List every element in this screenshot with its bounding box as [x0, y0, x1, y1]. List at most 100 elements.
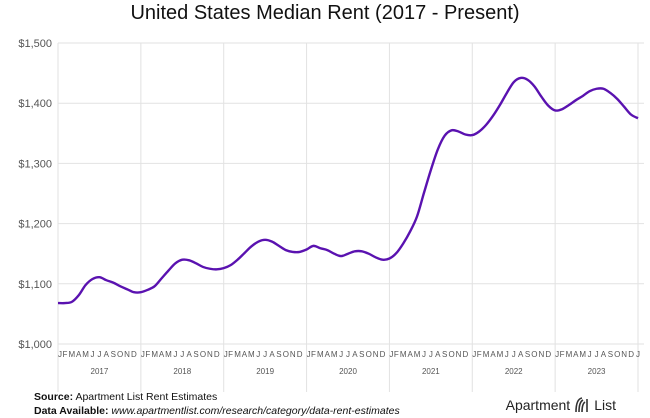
month-tick-label: N [124, 350, 130, 359]
rent-line [57, 76, 639, 305]
month-tick-label: D [380, 350, 386, 359]
y-tick-label: $1,300 [18, 158, 52, 170]
month-tick-label: M [497, 350, 504, 359]
chart-title: United States Median Rent (2017 - Presen… [130, 2, 520, 24]
year-label: 2022 [505, 367, 523, 376]
month-tick-label: J [58, 350, 62, 359]
month-tick-label: M [414, 350, 421, 359]
month-tick-label: J [636, 350, 640, 359]
month-tick-label: J [588, 350, 592, 359]
month-tick-label: A [159, 350, 165, 359]
month-tick-label: J [173, 350, 177, 359]
month-tick-label: A [407, 350, 413, 359]
month-tick-label: A [435, 350, 441, 359]
month-tick-label: J [141, 350, 145, 359]
logo-text-left: Apartment [505, 397, 571, 413]
y-tick-label: $1,100 [18, 279, 52, 291]
month-tick-label: J [91, 350, 95, 359]
month-tick-label: N [290, 350, 296, 359]
month-tick-label: O [366, 350, 372, 359]
month-tick-label: J [224, 350, 228, 359]
source-label: Source: [34, 391, 74, 403]
month-tick-label: A [269, 350, 275, 359]
month-tick-label: J [307, 350, 311, 359]
month-tick-label: A [325, 350, 331, 359]
data-available-line: Data Available: www.apartmentlist.com/re… [34, 405, 400, 417]
source-text: Apartment List Rent Estimates [75, 391, 218, 403]
month-tick-label: S [359, 350, 364, 359]
month-tick-label: J [180, 350, 184, 359]
month-tick-label: J [422, 350, 426, 359]
y-tick-label: $1,200 [18, 219, 52, 231]
month-tick-label: J [256, 350, 260, 359]
month-tick-label: J [595, 350, 599, 359]
month-tick-label: S [525, 350, 530, 359]
year-label: 2019 [256, 367, 274, 376]
logo-text-right: List [594, 397, 616, 413]
month-tick-label: D [214, 350, 220, 359]
y-tick-label: $1,400 [18, 98, 52, 110]
month-tick-label: S [111, 350, 116, 359]
month-tick-label: J [505, 350, 509, 359]
month-tick-label: D [545, 350, 551, 359]
month-tick-label: N [456, 350, 462, 359]
month-tick-label: N [538, 350, 544, 359]
month-tick-label: J [97, 350, 101, 359]
year-label: 2018 [173, 367, 191, 376]
month-tick-label: J [339, 350, 343, 359]
data-url[interactable]: www.apartmentlist.com/research/category/… [111, 405, 400, 417]
month-tick-label: A [490, 350, 496, 359]
month-tick-label: J [512, 350, 516, 359]
data-available-label: Data Available: [34, 405, 109, 417]
month-tick-label: M [165, 350, 172, 359]
month-tick-label: O [448, 350, 454, 359]
month-tick-label: M [579, 350, 586, 359]
month-tick-label: D [131, 350, 137, 359]
month-tick-label: N [621, 350, 627, 359]
year-label: 2021 [422, 367, 440, 376]
month-tick-label: F [62, 350, 67, 359]
month-tick-label: M [248, 350, 255, 359]
year-label: 2017 [91, 367, 109, 376]
month-tick-label: S [442, 350, 447, 359]
month-tick-label: M [317, 350, 324, 359]
y-tick-label: $1,000 [18, 339, 52, 351]
month-tick-label: D [462, 350, 468, 359]
month-tick-label: A [573, 350, 579, 359]
month-tick-label: F [311, 350, 316, 359]
month-tick-label: F [145, 350, 150, 359]
month-tick-label: S [608, 350, 613, 359]
month-tick-label: O [200, 350, 206, 359]
month-tick-label: J [472, 350, 476, 359]
month-tick-label: M [82, 350, 89, 359]
month-tick-label: N [373, 350, 379, 359]
month-tick-label: F [560, 350, 565, 359]
year-label: 2023 [588, 367, 606, 376]
logo-icon [575, 397, 589, 413]
month-tick-label: A [187, 350, 193, 359]
month-tick-label: M [234, 350, 241, 359]
month-tick-label: J [429, 350, 433, 359]
source-line: Source: Apartment List Rent Estimates [34, 391, 217, 403]
month-tick-label: M [400, 350, 407, 359]
y-tick-label: $1,500 [18, 38, 52, 50]
month-tick-label: J [389, 350, 393, 359]
month-tick-label: A [601, 350, 607, 359]
month-tick-label: S [276, 350, 281, 359]
month-tick-label: A [104, 350, 110, 359]
month-tick-label: O [531, 350, 537, 359]
month-tick-label: M [331, 350, 338, 359]
month-tick-label: F [394, 350, 399, 359]
month-tick-label: J [263, 350, 267, 359]
month-tick-label: F [228, 350, 233, 359]
month-tick-label: O [614, 350, 620, 359]
month-tick-label: D [297, 350, 303, 359]
year-label: 2020 [339, 367, 357, 376]
month-tick-label: N [207, 350, 213, 359]
month-tick-label: A [242, 350, 248, 359]
month-tick-label: A [76, 350, 82, 359]
month-tick-label: A [352, 350, 358, 359]
month-tick-label: S [193, 350, 198, 359]
month-tick-label: M [68, 350, 75, 359]
